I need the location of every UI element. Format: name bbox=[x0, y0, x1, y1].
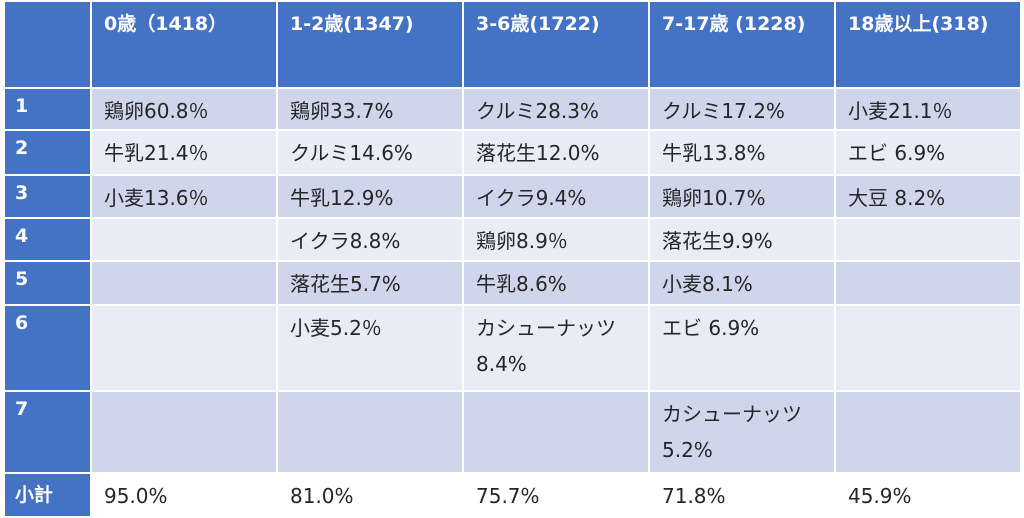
table-row: 6 小麦5.2％ カシューナッツ 8.4% エビ 6.9% bbox=[3, 304, 1022, 392]
table-row: 7 カシューナッツ 5.2% bbox=[3, 390, 1022, 474]
table-cell: 鶏卵60.8％ bbox=[90, 87, 278, 131]
subtotal-cell: 45.9% bbox=[834, 472, 1022, 518]
table-row: 3 小麦13.6％ 牛乳12.9% イクラ9.4% 鶏卵10.7% 大豆 8.2… bbox=[3, 174, 1022, 219]
rank-label: 3 bbox=[3, 174, 92, 219]
subtotal-row: 小計 95.0% 81.0% 75.7% 71.8% 45.9% bbox=[3, 472, 1022, 518]
table-cell: 鶏卵8.9％ bbox=[462, 217, 650, 262]
table-cell: 小麦21.1％ bbox=[834, 87, 1022, 131]
rank-label: 6 bbox=[3, 304, 92, 392]
table-cell: 牛乳13.8% bbox=[648, 129, 836, 176]
table-cell: カシューナッツ 8.4% bbox=[462, 304, 650, 392]
table-cell: 牛乳21.4％ bbox=[90, 129, 278, 176]
rank-label: 7 bbox=[3, 390, 92, 474]
header-age-3-6: 3-6歳(1722) bbox=[462, 0, 650, 89]
table-row: 4 イクラ8.8% 鶏卵8.9％ 落花生9.9% bbox=[3, 217, 1022, 262]
header-corner bbox=[3, 0, 92, 89]
table-cell: 落花生12.0% bbox=[462, 129, 650, 176]
table-cell bbox=[90, 260, 278, 306]
table-cell: 小麦13.6％ bbox=[90, 174, 278, 219]
table-cell: 鶏卵10.7% bbox=[648, 174, 836, 219]
table-cell bbox=[834, 390, 1022, 474]
table-cell: 鶏卵33.7% bbox=[276, 87, 464, 131]
header-age-0: 0歳（1418） bbox=[90, 0, 278, 89]
rank-label: 4 bbox=[3, 217, 92, 262]
table-cell bbox=[90, 217, 278, 262]
rank-label: 2 bbox=[3, 129, 92, 176]
table-cell: クルミ28.3% bbox=[462, 87, 650, 131]
table-cell: 牛乳12.9% bbox=[276, 174, 464, 219]
table-cell: 小麦8.1% bbox=[648, 260, 836, 306]
table-cell bbox=[834, 217, 1022, 262]
header-row: 0歳（1418） 1-2歳(1347) 3-6歳(1722) 7-17歳 (12… bbox=[3, 0, 1022, 89]
table-cell: 大豆 8.2% bbox=[834, 174, 1022, 219]
table-cell bbox=[90, 304, 278, 392]
table-cell: イクラ9.4% bbox=[462, 174, 650, 219]
table-row: 5 落花生5.7% 牛乳8.6% 小麦8.1% bbox=[3, 260, 1022, 306]
table-row: 2 牛乳21.4％ クルミ14.6% 落花生12.0% 牛乳13.8% エビ 6… bbox=[3, 129, 1022, 176]
table-cell: 牛乳8.6% bbox=[462, 260, 650, 306]
table-cell: イクラ8.8% bbox=[276, 217, 464, 262]
subtotal-cell: 81.0% bbox=[276, 472, 464, 518]
header-age-18-plus: 18歳以上(318) bbox=[834, 0, 1022, 89]
table-cell: カシューナッツ 5.2% bbox=[648, 390, 836, 474]
header-age-7-17: 7-17歳 (1228) bbox=[648, 0, 836, 89]
table-cell: エビ 6.9% bbox=[834, 129, 1022, 176]
subtotal-label: 小計 bbox=[3, 472, 92, 518]
rank-label: 5 bbox=[3, 260, 92, 306]
table-cell bbox=[834, 304, 1022, 392]
table-cell bbox=[834, 260, 1022, 306]
table-cell bbox=[276, 390, 464, 474]
table-row: 1 鶏卵60.8％ 鶏卵33.7% クルミ28.3% クルミ17.2% 小麦21… bbox=[3, 87, 1022, 131]
subtotal-cell: 95.0% bbox=[90, 472, 278, 518]
table-cell bbox=[462, 390, 650, 474]
header-age-1-2: 1-2歳(1347) bbox=[276, 0, 464, 89]
table-cell: 小麦5.2％ bbox=[276, 304, 464, 392]
rank-label: 1 bbox=[3, 87, 92, 131]
allergen-ranking-table: 0歳（1418） 1-2歳(1347) 3-6歳(1722) 7-17歳 (12… bbox=[3, 0, 1022, 518]
table-cell: 落花生5.7% bbox=[276, 260, 464, 306]
table-cell: エビ 6.9% bbox=[648, 304, 836, 392]
subtotal-cell: 71.8% bbox=[648, 472, 836, 518]
subtotal-cell: 75.7% bbox=[462, 472, 650, 518]
table-cell: クルミ14.6% bbox=[276, 129, 464, 176]
table-cell bbox=[90, 390, 278, 474]
table-cell: 落花生9.9% bbox=[648, 217, 836, 262]
table-cell: クルミ17.2% bbox=[648, 87, 836, 131]
